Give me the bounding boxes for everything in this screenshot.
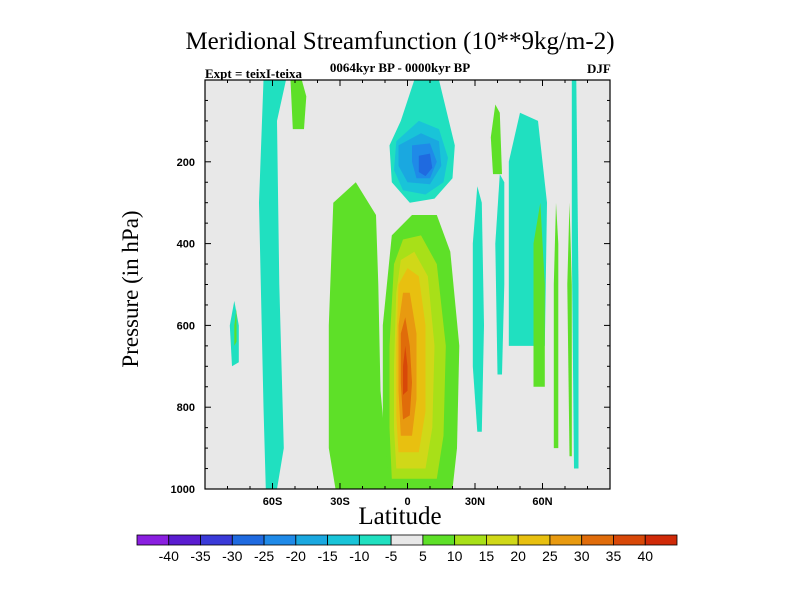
colorbar-swatch (136, 534, 170, 546)
northern-positive-thin (567, 202, 572, 457)
chart-subtitle: 0064kyr BP - 0000kyr BP (329, 60, 471, 75)
x-axis-label: Latitude (358, 503, 442, 530)
colorbar-label: 10 (447, 548, 463, 564)
colorbar-swatch (390, 534, 424, 546)
northern-negative-band (495, 174, 505, 375)
chart-title: Meridional Streamfunction (10**9kg/m-2) (185, 28, 615, 55)
y-tick-label: 400 (177, 239, 195, 251)
northern-positive-band (553, 202, 559, 449)
colorbar-swatch (581, 534, 614, 546)
colorbar-swatch (263, 534, 297, 546)
colorbar-label: 5 (419, 548, 427, 564)
colorbar-swatch (517, 534, 551, 546)
colorbar-swatch (422, 534, 456, 546)
colorbar-swatch (295, 534, 328, 546)
equatorial-positive-cell (403, 345, 408, 395)
colorbar-swatch (549, 534, 583, 546)
colorbar-label: -25 (254, 548, 274, 564)
colorbar-label: 40 (637, 548, 653, 564)
colorbar-label: -15 (317, 548, 337, 564)
y-tick-label: 1000 (171, 484, 195, 496)
colorbar-swatch (644, 534, 678, 546)
x-tick-label: 60S (263, 496, 283, 508)
colorbar-label: 35 (606, 548, 622, 564)
x-tick-label: 0 (404, 496, 410, 508)
colorbar-swatch (168, 534, 201, 546)
colorbar-swatch (613, 534, 646, 546)
northern-positive-band (490, 104, 502, 175)
colorbar-label: -5 (385, 548, 398, 564)
colorbar-label: 15 (479, 548, 495, 564)
far-south-small (234, 309, 237, 346)
southern-upper-positive (290, 80, 307, 130)
colorbar-label: -20 (286, 548, 306, 564)
colorbar-swatch (200, 534, 233, 546)
colorbar-swatch (358, 534, 392, 546)
colorbar-swatch (486, 534, 519, 546)
northern-negative-band (472, 186, 484, 432)
x-tick-label: 60N (532, 496, 552, 508)
y-tick-label: 200 (177, 157, 195, 169)
x-tick-label: 30S (330, 496, 350, 508)
y-tick-label: 800 (177, 402, 195, 414)
season-label: DJF (587, 61, 611, 76)
northern-negative-thin (571, 80, 579, 469)
colorbar-label: -35 (190, 548, 210, 564)
colorbar-swatch (327, 534, 360, 546)
colorbar-label: -10 (349, 548, 369, 564)
northern-positive-band (533, 202, 545, 387)
x-tick-label: 30N (465, 496, 485, 508)
colorbar-swatch (231, 534, 265, 546)
colorbar-label: 25 (542, 548, 558, 564)
southern-midlatitude-band (328, 182, 390, 490)
colorbar-label: -40 (159, 548, 179, 564)
experiment-label: Expt = teixI-teixa (205, 66, 302, 81)
colorbar-label: 30 (574, 548, 590, 564)
colorbar-label: -30 (222, 548, 242, 564)
southern-subtropical-band (259, 80, 286, 489)
colorbar-label: 20 (510, 548, 526, 564)
upper-negative-cell (418, 153, 433, 177)
colorbar-swatch (454, 534, 487, 546)
y-tick-label: 600 (177, 320, 195, 332)
